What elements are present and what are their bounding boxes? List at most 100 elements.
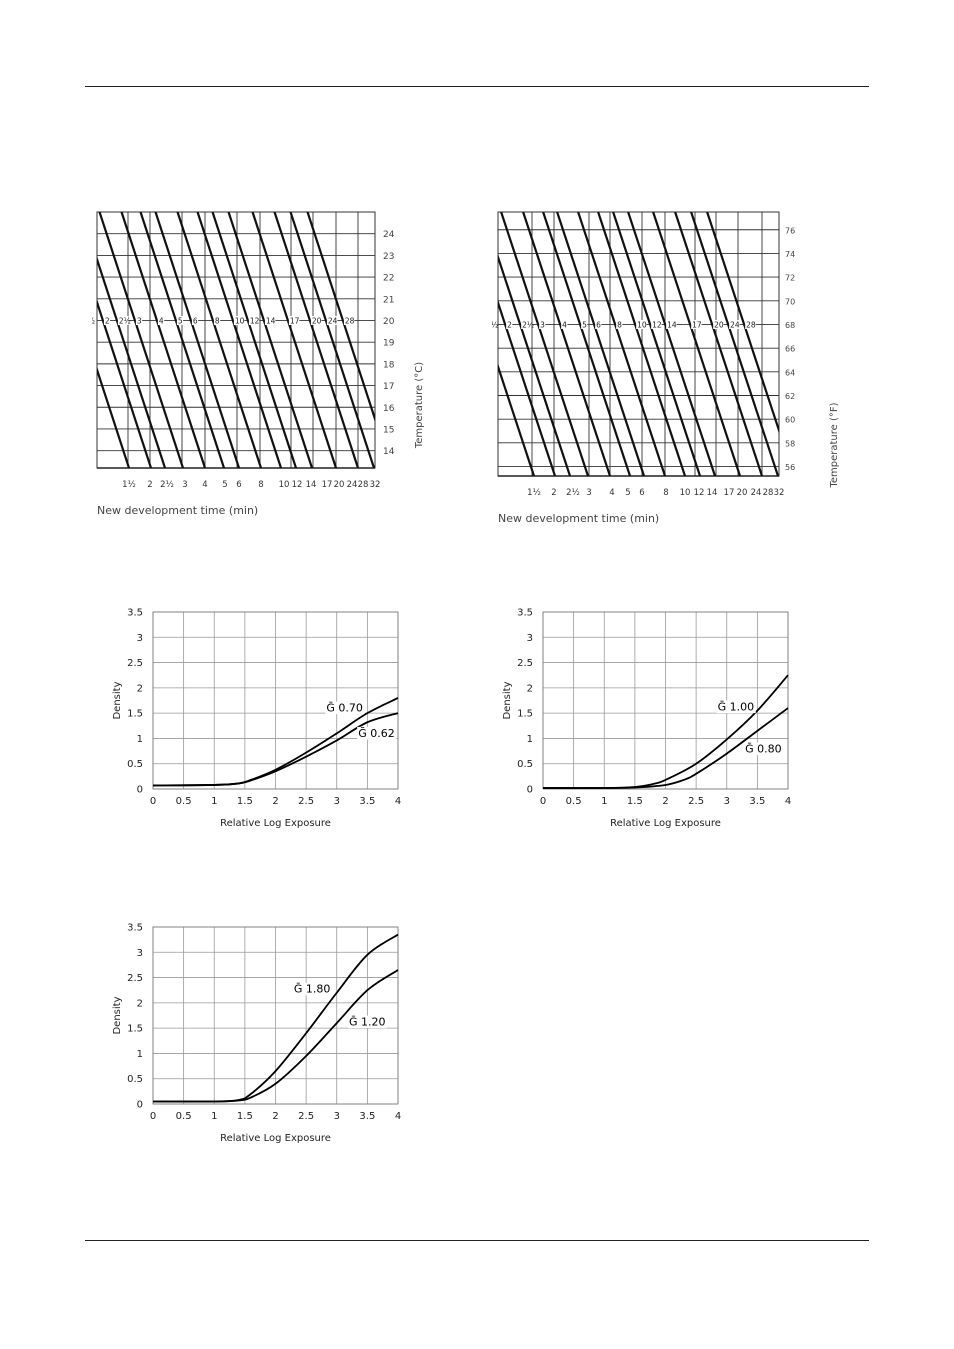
iso-time-line bbox=[251, 212, 338, 468]
curve-label-bg bbox=[310, 315, 322, 325]
iso-time-line bbox=[706, 212, 779, 434]
x-tick-label: 2.5 bbox=[688, 796, 704, 807]
curve-label: 2½ bbox=[522, 320, 534, 329]
iso-time-line bbox=[97, 298, 153, 468]
x-tick-label: 2 bbox=[147, 480, 152, 490]
curve-label-bg bbox=[691, 319, 702, 329]
y-tick-label: 0.5 bbox=[127, 1074, 143, 1085]
x-tick-label: 1½ bbox=[527, 488, 541, 498]
x-tick-label: 1.5 bbox=[237, 796, 253, 807]
iso-time-line bbox=[498, 253, 572, 476]
curve-label: 2½ bbox=[119, 316, 131, 325]
y-tick-label: 72 bbox=[785, 274, 795, 283]
density-curve-chart-2: 0 0.5 1 1.5 2 2.5 3 3.5 4 0 0.5 1 1.5 2 2.5 3 3.5 Relativ… bbox=[502, 608, 791, 830]
x-tick-label: 6 bbox=[639, 488, 644, 498]
curve-label-bg bbox=[233, 315, 245, 325]
y-axis-title: Density bbox=[112, 996, 123, 1034]
curve-label-bg bbox=[326, 315, 338, 325]
x-tick-label: 1½ bbox=[122, 480, 136, 490]
iso-time-line bbox=[597, 212, 687, 476]
curve-label: 17 bbox=[290, 316, 300, 325]
x-tick-label: 5 bbox=[222, 480, 227, 490]
x-tick-label: 10 bbox=[279, 480, 290, 490]
temperature-celsius-chart: 1½22½34568101214172024281415161718192021… bbox=[92, 211, 425, 517]
series-label: Ḡ 0.70 bbox=[326, 702, 363, 715]
x-axis-title: Relative Log Exposure bbox=[220, 1133, 331, 1144]
iso-time-line bbox=[306, 212, 375, 423]
curve-label-bg bbox=[745, 319, 756, 329]
y-tick-label: 3 bbox=[137, 948, 143, 959]
curve-label: 24 bbox=[328, 316, 338, 325]
y-tick-label: 0.5 bbox=[517, 759, 533, 770]
iso-time-line bbox=[154, 212, 241, 468]
curve-label-bg bbox=[248, 315, 260, 325]
curve-label: 8 bbox=[215, 316, 220, 325]
iso-time-line bbox=[139, 212, 226, 468]
y-tick-label: 0 bbox=[527, 785, 533, 796]
y-tick-label: 19 bbox=[383, 339, 395, 349]
x-axis-title: Relative Log Exposure bbox=[220, 818, 331, 829]
iso-time-line bbox=[196, 212, 283, 468]
x-tick-label: 2.5 bbox=[298, 796, 314, 807]
curve-label-bg bbox=[343, 315, 355, 325]
iso-time-line bbox=[97, 255, 167, 468]
x-tick-label: 1.5 bbox=[237, 1111, 253, 1122]
x-tick-label: 32 bbox=[774, 488, 785, 498]
iso-time-line bbox=[289, 212, 375, 468]
y-tick-label: 2 bbox=[527, 683, 533, 694]
curve-label: 20 bbox=[312, 316, 322, 325]
x-tick-label: 24 bbox=[347, 480, 358, 490]
x-tick-label: 6 bbox=[236, 480, 241, 490]
curve-label-bg bbox=[729, 319, 740, 329]
y-tick-label: 3 bbox=[137, 633, 143, 644]
curve-label: 28 bbox=[345, 316, 355, 325]
iso-time-line bbox=[556, 212, 646, 476]
y-axis-title: Temperature (°C) bbox=[414, 362, 425, 449]
x-tick-label: 10 bbox=[680, 488, 691, 498]
curve-label: 1½ bbox=[92, 316, 95, 325]
x-tick-label: 24 bbox=[751, 488, 762, 498]
x-tick-label: 3 bbox=[586, 488, 591, 498]
x-tick-label: 0 bbox=[540, 796, 546, 807]
series-label-bg bbox=[348, 1015, 388, 1029]
diagonal-lines bbox=[97, 212, 375, 468]
y-tick-label: 2.5 bbox=[127, 658, 143, 669]
curve-label-bg bbox=[288, 315, 300, 325]
iso-time-line bbox=[97, 366, 131, 468]
plot-frame bbox=[497, 211, 780, 477]
x-tick-label: 32 bbox=[370, 480, 381, 490]
density-curve-chart-1: 0 0.5 1 1.5 2 2.5 3 3.5 4 0 0.5 1 1.5 2 2.5 3 3.5 Relativ… bbox=[112, 608, 401, 830]
x-tick-label: 3.5 bbox=[749, 796, 765, 807]
x-tick-label: 0.5 bbox=[176, 1111, 192, 1122]
iso-time-line bbox=[690, 212, 779, 476]
y-tick-label: 68 bbox=[785, 321, 795, 330]
y-tick-label: 2.5 bbox=[517, 658, 533, 669]
iso-time-line bbox=[652, 212, 742, 476]
y-axis-title: Density bbox=[502, 681, 513, 719]
x-tick-label: 12 bbox=[694, 488, 705, 498]
curve-label: 28 bbox=[746, 320, 756, 329]
x-tick-label: 0 bbox=[150, 1111, 156, 1122]
x-tick-label: 0.5 bbox=[176, 796, 192, 807]
curve-label-bg bbox=[666, 319, 677, 329]
x-tick-label: 3 bbox=[182, 480, 187, 490]
x-tick-label: 3 bbox=[334, 796, 340, 807]
x-tick-label: 4 bbox=[609, 488, 614, 498]
x-tick-label: 0.5 bbox=[566, 796, 582, 807]
curve-label: 4 bbox=[159, 316, 164, 325]
x-tick-label: 2½ bbox=[160, 480, 174, 490]
y-tick-label: 1 bbox=[137, 734, 143, 745]
y-tick-label: 3.5 bbox=[517, 608, 533, 619]
series-label: Ḡ 0.62 bbox=[358, 727, 395, 740]
curve-label: 24 bbox=[730, 320, 740, 329]
x-tick-label: 12 bbox=[292, 480, 303, 490]
series-label-bg bbox=[357, 726, 397, 740]
curve-label-bg bbox=[135, 315, 143, 325]
curve-label: 17 bbox=[692, 320, 702, 329]
x-tick-label: 4 bbox=[202, 480, 207, 490]
curve-label-bg bbox=[264, 315, 276, 325]
curve-label-bg bbox=[191, 315, 199, 325]
y-tick-label: 24 bbox=[383, 230, 395, 240]
curve-label-bg bbox=[651, 319, 662, 329]
diagonal-lines bbox=[498, 212, 779, 476]
